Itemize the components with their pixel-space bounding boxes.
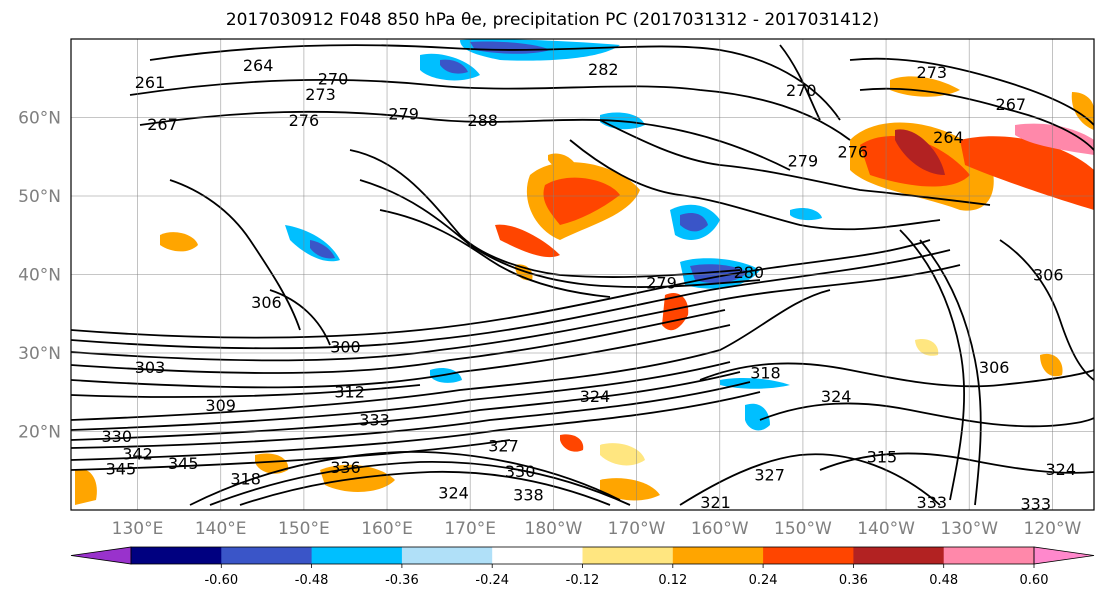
- contour-label: 303: [135, 358, 166, 377]
- contour-label: 261: [135, 73, 166, 92]
- latitude-tick-label: 30°N: [18, 344, 61, 364]
- contour-label: 276: [838, 142, 869, 161]
- latitude-tick-label: 60°N: [18, 109, 61, 129]
- contour-label: 321: [700, 493, 731, 512]
- colorbar-extend-high: [1033, 546, 1095, 565]
- contour-label: 324: [438, 484, 469, 503]
- colorbar-segment: [311, 547, 403, 564]
- map-frame: [70, 38, 1095, 511]
- contour-label: 315: [867, 448, 898, 467]
- contour-label: 333: [917, 493, 948, 512]
- contour-label: 318: [230, 470, 261, 489]
- graticule: [71, 39, 1094, 510]
- contour-label: 327: [754, 466, 785, 485]
- contour-label: 273: [305, 85, 336, 104]
- colorbar-segment: [492, 547, 583, 564]
- contour-label: 270: [786, 81, 817, 100]
- contour-label: 306: [979, 358, 1010, 377]
- map-title: 2017030912 F048 850 hPa θe, precipitatio…: [225, 10, 880, 30]
- contour-label: 306: [1033, 266, 1064, 285]
- colorbar-segment: [853, 547, 945, 564]
- contour-label: 288: [467, 111, 498, 130]
- contour-label: 333: [1021, 495, 1052, 514]
- contour-label: 324: [821, 387, 852, 406]
- contour-label: 306: [251, 293, 282, 312]
- contour-label: 345: [106, 459, 137, 478]
- latitude-tick-label: 20°N: [18, 423, 61, 443]
- contour-label: 276: [289, 111, 320, 130]
- contour-label: 279: [388, 105, 419, 124]
- colorbar-tick-label: 0.24: [749, 573, 778, 588]
- colorbar-tick-label: 0.60: [1020, 573, 1049, 588]
- longitude-tick-label: 130°W: [940, 519, 998, 539]
- contour-label: 267: [147, 115, 178, 134]
- contour-label: 309: [205, 396, 236, 415]
- contour-label: 282: [588, 60, 619, 79]
- contour-label: 336: [330, 458, 361, 477]
- longitude-labels: 130°E 140°E 150°E 160°E 170°E 180°W 170°W 160°W…: [112, 519, 1082, 539]
- colorbar-tick-label: -0.60: [204, 573, 238, 588]
- longitude-tick-label: 160°E: [361, 519, 413, 539]
- contour-label: 333: [359, 411, 390, 430]
- contour-label: 270: [318, 69, 349, 88]
- colorbar-segment: [221, 547, 313, 564]
- colorbar-tick-label: -0.12: [566, 573, 600, 588]
- contour-label: 330: [505, 462, 536, 481]
- contour-label: 324: [1045, 460, 1076, 479]
- longitude-tick-label: 120°W: [1024, 519, 1082, 539]
- colorbar-segment: [582, 547, 674, 564]
- colorbar-tick-label: 0.12: [658, 573, 687, 588]
- contour-label: 345: [168, 454, 199, 473]
- contour-label: 264: [243, 56, 274, 75]
- longitude-tick-label: 140°W: [857, 519, 915, 539]
- colorbar-segment: [131, 547, 222, 564]
- contour-label: 327: [488, 437, 519, 456]
- longitude-tick-label: 150°W: [774, 519, 832, 539]
- colorbar-tick-label: -0.24: [475, 573, 509, 588]
- contour-label: 338: [513, 485, 544, 504]
- theta-e-contours: [71, 44, 1094, 506]
- longitude-tick-label: 160°W: [691, 519, 749, 539]
- contour-label: 279: [646, 273, 677, 292]
- contour-label: 300: [330, 338, 361, 357]
- latitude-tick-label: 50°N: [18, 187, 61, 207]
- colorbar-tick-label: -0.36: [385, 573, 419, 588]
- contour-label: 324: [580, 387, 611, 406]
- longitude-tick-label: 170°W: [608, 519, 666, 539]
- colorbar-tick-label: 0.48: [929, 573, 958, 588]
- colorbar: -0.60 -0.48 -0.36 -0.24 -0.12 0.12 0.24 0.36 0.4…: [70, 546, 1095, 588]
- contour-label: 279: [788, 152, 819, 171]
- colorbar-tick-label: -0.48: [295, 573, 329, 588]
- contour-label: 342: [122, 444, 153, 463]
- contour-label: 267: [996, 95, 1027, 114]
- latitude-labels: 60°N 50°N 40°N 30°N 20°N: [18, 109, 61, 443]
- contour-label: 318: [750, 364, 781, 383]
- contour-label: 330: [101, 427, 132, 446]
- longitude-tick-label: 180°W: [525, 519, 583, 539]
- latitude-tick-label: 40°N: [18, 266, 61, 286]
- longitude-tick-label: 130°E: [112, 519, 164, 539]
- contour-label: 312: [334, 382, 365, 401]
- colorbar-segment: [401, 547, 493, 564]
- colorbar-segment: [943, 547, 1035, 564]
- contour-label: 273: [917, 63, 948, 82]
- contour-label: 280: [734, 263, 765, 282]
- colorbar-tick-label: 0.36: [839, 573, 868, 588]
- colorbar-segment: [763, 547, 854, 564]
- contour-label: 264: [933, 128, 964, 147]
- longitude-tick-label: 170°E: [444, 519, 496, 539]
- colorbar-segment: [672, 547, 764, 564]
- longitude-tick-label: 150°E: [278, 519, 330, 539]
- longitude-tick-label: 140°E: [195, 519, 247, 539]
- colorbar-extend-low: [70, 546, 132, 565]
